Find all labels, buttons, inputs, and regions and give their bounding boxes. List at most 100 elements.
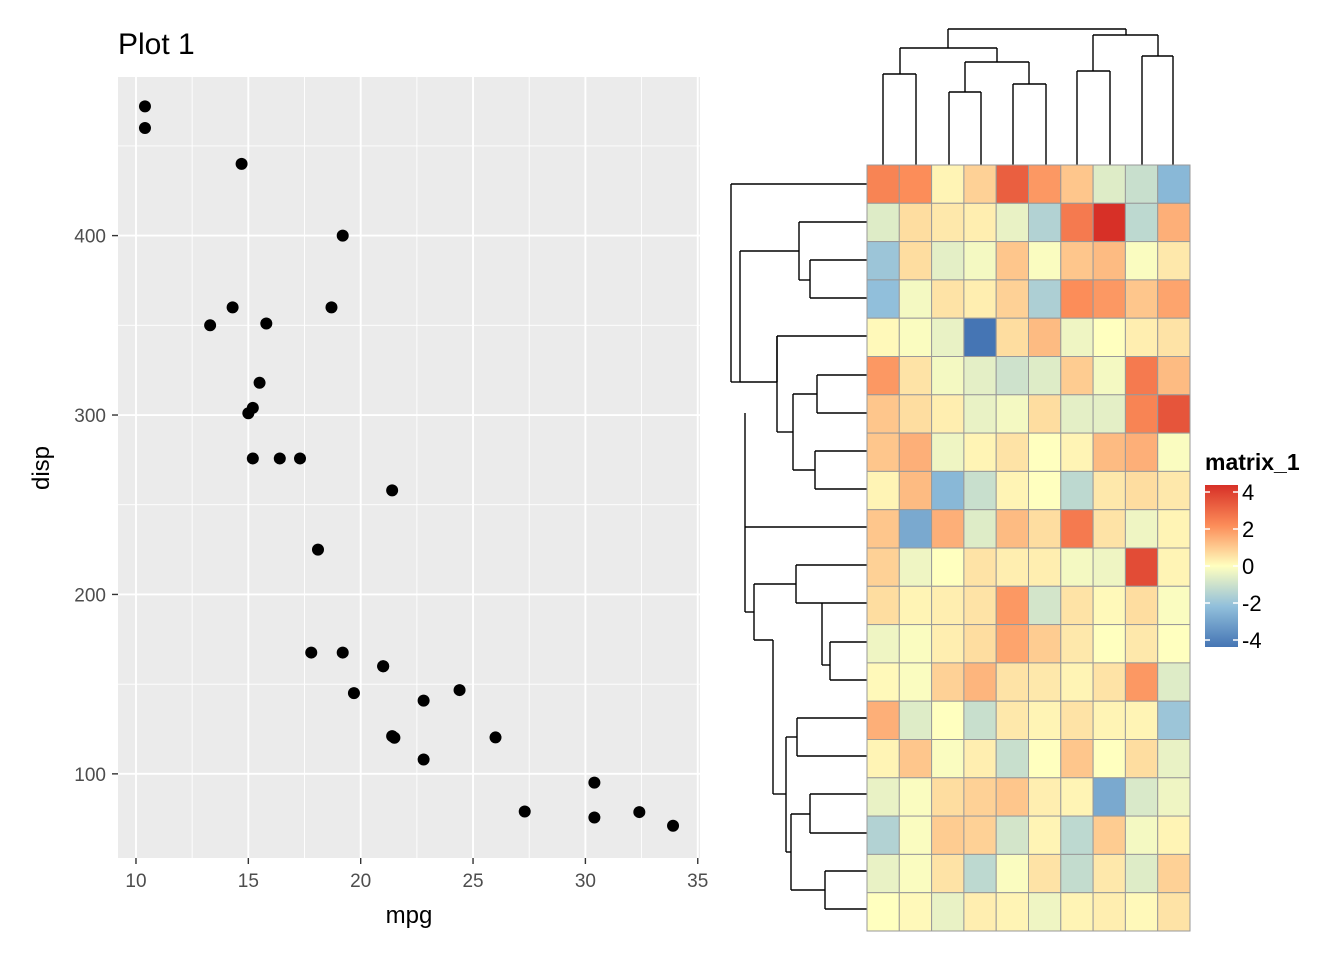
x-tick-label: 35 <box>687 871 708 892</box>
heatmap-cell <box>931 241 965 281</box>
heatmap-cell <box>1028 777 1062 817</box>
heatmap-cell <box>1124 853 1159 894</box>
legend-color-bar <box>1205 485 1238 647</box>
heatmap-cell <box>995 815 1030 855</box>
heatmap-cell <box>1060 164 1094 204</box>
heatmap-cell <box>866 394 900 434</box>
heatmap-cell <box>866 509 900 549</box>
heatmap-cell <box>931 509 965 549</box>
heatmap-cell <box>1060 356 1094 396</box>
heatmap-cell <box>866 815 900 855</box>
heatmap-cell <box>1092 662 1126 702</box>
heatmap-cell <box>1028 624 1062 664</box>
heatmap-cell <box>1060 509 1094 549</box>
heatmap-cell <box>1124 892 1159 932</box>
heatmap-cell <box>1092 624 1126 664</box>
heatmap-cell <box>1157 279 1191 319</box>
heatmap-cell <box>1028 279 1062 319</box>
heatmap-cell <box>1060 470 1094 511</box>
heatmap-cell <box>963 202 997 243</box>
heatmap-cell <box>1028 202 1062 243</box>
heatmap-cell <box>995 241 1030 281</box>
heatmap-cell <box>1092 815 1126 855</box>
heatmap-cell <box>898 892 933 932</box>
scatter-point <box>633 806 646 819</box>
heatmap-cell <box>931 279 965 319</box>
heatmap-cell <box>1028 164 1062 204</box>
heatmap-cell <box>1060 279 1094 319</box>
heatmap-cell <box>1060 317 1094 358</box>
scatter-point <box>388 731 401 744</box>
heatmap-cell <box>1124 279 1159 319</box>
heatmap-cell <box>1028 394 1062 434</box>
y-tick-label: 200 <box>74 585 106 606</box>
heatmap-cell <box>1124 470 1159 511</box>
heatmap-cells <box>866 164 1191 932</box>
x-tick-label: 30 <box>575 871 596 892</box>
heatmap-cell <box>1028 432 1062 472</box>
heatmap-cell <box>1124 394 1159 434</box>
heatmap-cell <box>1092 853 1126 894</box>
heatmap-cell <box>1092 432 1126 472</box>
heatmap-cell <box>963 241 997 281</box>
heatmap <box>730 28 1191 932</box>
scatter-point <box>417 753 430 766</box>
heatmap-cell <box>931 202 965 243</box>
x-tick-label: 15 <box>238 871 259 892</box>
y-axis-title: disp <box>28 446 55 490</box>
heatmap-cell <box>1060 624 1094 664</box>
heatmap-cell <box>963 509 997 549</box>
scatter-point <box>305 646 318 659</box>
heatmap-cell <box>995 700 1030 741</box>
heatmap-cell <box>995 892 1030 932</box>
heatmap-cell <box>1124 700 1159 741</box>
heatmap-cell <box>963 624 997 664</box>
scatter-point <box>294 452 307 465</box>
heatmap-cell <box>1028 585 1062 626</box>
legend-tick-label: 2 <box>1242 517 1254 542</box>
heatmap-cell <box>898 853 933 894</box>
scatter-point <box>588 776 601 789</box>
y-tick-label: 100 <box>74 765 106 786</box>
scatter-point <box>518 805 531 818</box>
heatmap-cell <box>963 853 997 894</box>
heatmap-cell <box>898 470 933 511</box>
heatmap-cell <box>1157 624 1191 664</box>
scatter-point <box>453 684 466 697</box>
y-tick-label: 300 <box>74 406 106 427</box>
heatmap-cell <box>963 317 997 358</box>
heatmap-cell <box>1157 202 1191 243</box>
heatmap-cell <box>866 700 900 741</box>
heatmap-cell <box>898 202 933 243</box>
heatmap-cell <box>898 356 933 396</box>
heatmap-cell <box>1124 509 1159 549</box>
heatmap-cell <box>1092 700 1126 741</box>
heatmap-cell <box>963 279 997 319</box>
heatmap-cell <box>1092 279 1126 319</box>
x-axis-title: mpg <box>386 902 433 929</box>
x-tick-label: 10 <box>125 871 146 892</box>
heatmap-cell <box>898 624 933 664</box>
heatmap-cell <box>1028 853 1062 894</box>
heatmap-cell <box>1060 662 1094 702</box>
heatmap-cell <box>995 509 1030 549</box>
scatter-points <box>138 100 680 832</box>
heatmap-cell <box>1157 700 1191 741</box>
heatmap-cell <box>1157 777 1191 817</box>
heatmap-cell <box>931 777 965 817</box>
heatmap-cell <box>963 432 997 472</box>
heatmap-cell <box>1092 164 1126 204</box>
heatmap-cell <box>1060 777 1094 817</box>
heatmap-border <box>866 164 1191 932</box>
scatter-point <box>242 407 255 420</box>
legend-title: matrix_1 <box>1205 449 1300 475</box>
scatter-title: Plot 1 <box>118 28 195 61</box>
heatmap-cell <box>1028 739 1062 779</box>
heatmap-cell <box>963 700 997 741</box>
heatmap-cell <box>866 777 900 817</box>
heatmap-cell <box>1028 509 1062 549</box>
heatmap-cell <box>1124 317 1159 358</box>
heatmap-cell <box>898 700 933 741</box>
